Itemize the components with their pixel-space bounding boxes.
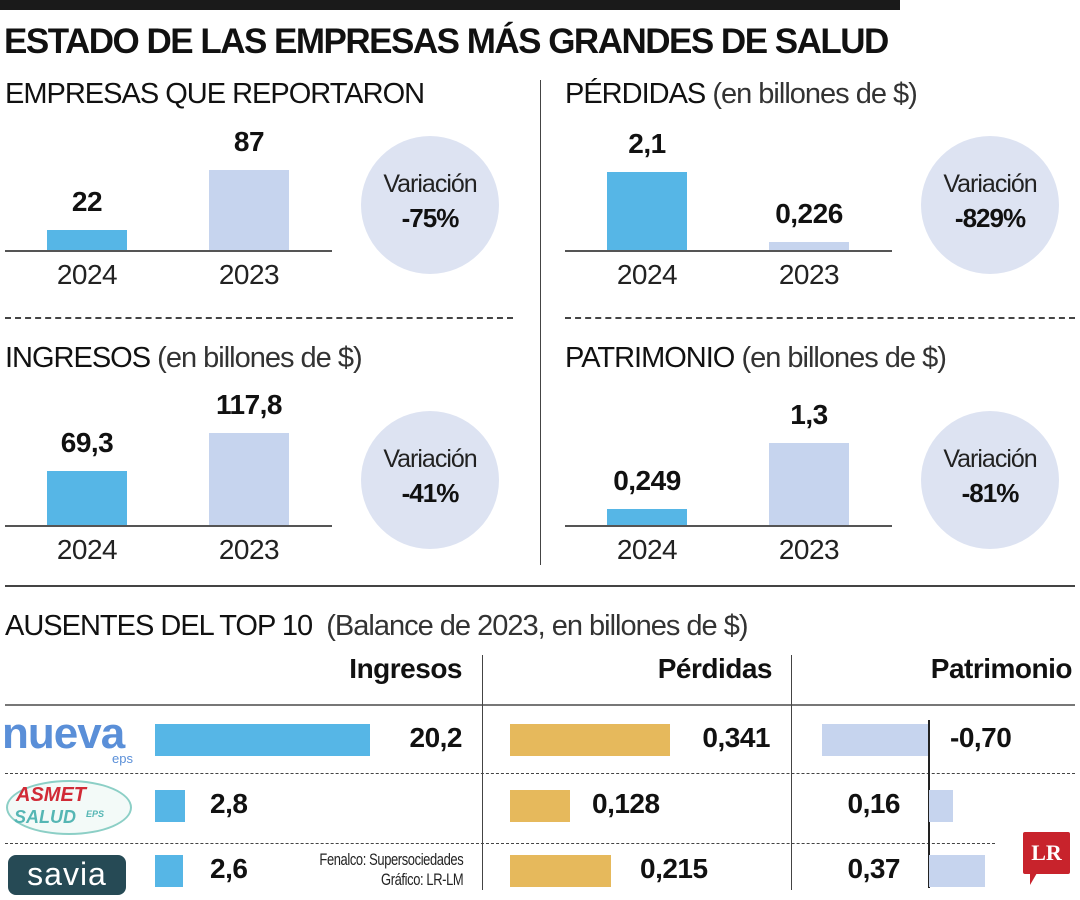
data-label: 0,226 [775, 197, 843, 229]
variation-label: Variación [383, 170, 477, 198]
bar-2023 [769, 241, 849, 250]
bar-ingresos [155, 855, 183, 887]
x-axis [565, 250, 892, 252]
data-label: 1,3 [790, 399, 828, 430]
x-tick-label: 2024 [616, 534, 678, 565]
variation-value: -81% [961, 478, 1020, 508]
variation-circle: Variación -829% [921, 136, 1059, 274]
value-patrimonio: -0,70 [950, 722, 1012, 753]
variation-label: Variación [383, 445, 477, 473]
x-tick-label: 2024 [616, 259, 678, 290]
bar-2023 [209, 433, 289, 525]
bar-patrimonio [929, 790, 954, 822]
x-tick-label: 2023 [218, 534, 280, 565]
variation-circle: Variación -75% [361, 136, 499, 274]
variation-label: Variación [943, 170, 1037, 198]
x-tick-label: 2024 [56, 534, 118, 565]
top-rule [0, 0, 900, 10]
variation-circle: Variación -41% [361, 411, 499, 549]
bar-perdidas [510, 790, 571, 822]
bar-ingresos [155, 790, 185, 822]
dashed-divider [565, 317, 1075, 319]
bar-2024 [607, 172, 687, 250]
source-note: Fenalco: Supersociedades Gráfico: LR-LM [319, 850, 463, 889]
x-axis [565, 525, 892, 527]
panel-title-empresas: EMPRESAS QUE REPORTARON [5, 78, 425, 110]
bar-perdidas [510, 855, 611, 887]
value-perdidas: 0,128 [592, 788, 660, 819]
panel-title-perdidas: PÉRDIDAS (en billones de $) [565, 78, 918, 110]
bar-perdidas [510, 724, 670, 756]
vertical-divider [540, 80, 541, 565]
data-label: 87 [233, 126, 265, 157]
bar-2024 [47, 470, 127, 525]
data-label: 117,8 [215, 389, 283, 420]
data-label: 69,3 [60, 426, 114, 458]
lr-logo-tail [1030, 873, 1037, 885]
col-header-ingresos: Ingresos [349, 653, 462, 684]
bar-2024 [607, 509, 687, 525]
x-tick-label: 2024 [56, 259, 118, 290]
col-header-patrimonio: Patrimonio [930, 653, 1073, 684]
x-tick-label: 2023 [778, 534, 840, 565]
value-ingresos: 20,2 [409, 722, 463, 753]
row-divider [5, 843, 995, 844]
table-heading: AUSENTES DEL TOP 10 (Balance de 2023, en… [5, 610, 749, 642]
value-perdidas: 0,215 [640, 853, 708, 884]
table-header-rule [5, 704, 1075, 706]
value-perdidas: 0,341 [702, 722, 770, 753]
variation-value: -75% [401, 203, 460, 233]
value-ingresos: 2,6 [210, 853, 248, 884]
nueva-eps-logo: nueva eps [2, 709, 133, 766]
x-axis [5, 250, 332, 252]
x-tick-label: 2023 [778, 259, 840, 290]
data-label: 22 [71, 185, 103, 217]
data-label: 0,249 [613, 465, 681, 497]
value-patrimonio: 0,16 [847, 788, 901, 819]
col-header-perdidas: Pérdidas [657, 653, 773, 684]
dashed-divider [5, 317, 513, 319]
x-axis [5, 525, 332, 527]
bar-patrimonio [929, 855, 986, 887]
panel-title-patrimonio: PATRIMONIO (en billones de $) [565, 342, 947, 374]
bar-ingresos [155, 724, 370, 756]
variation-value: -41% [401, 478, 460, 508]
bar-patrimonio [822, 724, 928, 756]
value-patrimonio: 0,37 [847, 853, 901, 884]
value-ingresos: 2,8 [210, 788, 248, 819]
zero-line [928, 720, 930, 888]
savia-logo: savia [8, 855, 126, 895]
page-title: ESTADO DE LAS EMPRESAS MÁS GRANDES DE SA… [4, 22, 889, 61]
column-divider [791, 655, 792, 890]
bar-2024 [47, 229, 127, 250]
asmet-salud-logo: ASMET SALUD EPS [6, 780, 132, 835]
variation-label: Variación [943, 445, 1037, 473]
section-divider [5, 585, 1075, 587]
variation-circle: Variación -81% [921, 411, 1059, 549]
bar-2023 [209, 170, 289, 250]
bar-2023 [769, 443, 849, 525]
column-divider [482, 655, 483, 890]
panel-title-ingresos: INGRESOS (en billones de $) [5, 342, 363, 374]
data-label: 2,1 [628, 128, 666, 159]
row-divider [5, 773, 1075, 774]
x-tick-label: 2023 [218, 259, 280, 290]
variation-value: -829% [954, 203, 1026, 233]
lr-logo: LR [1023, 832, 1070, 874]
